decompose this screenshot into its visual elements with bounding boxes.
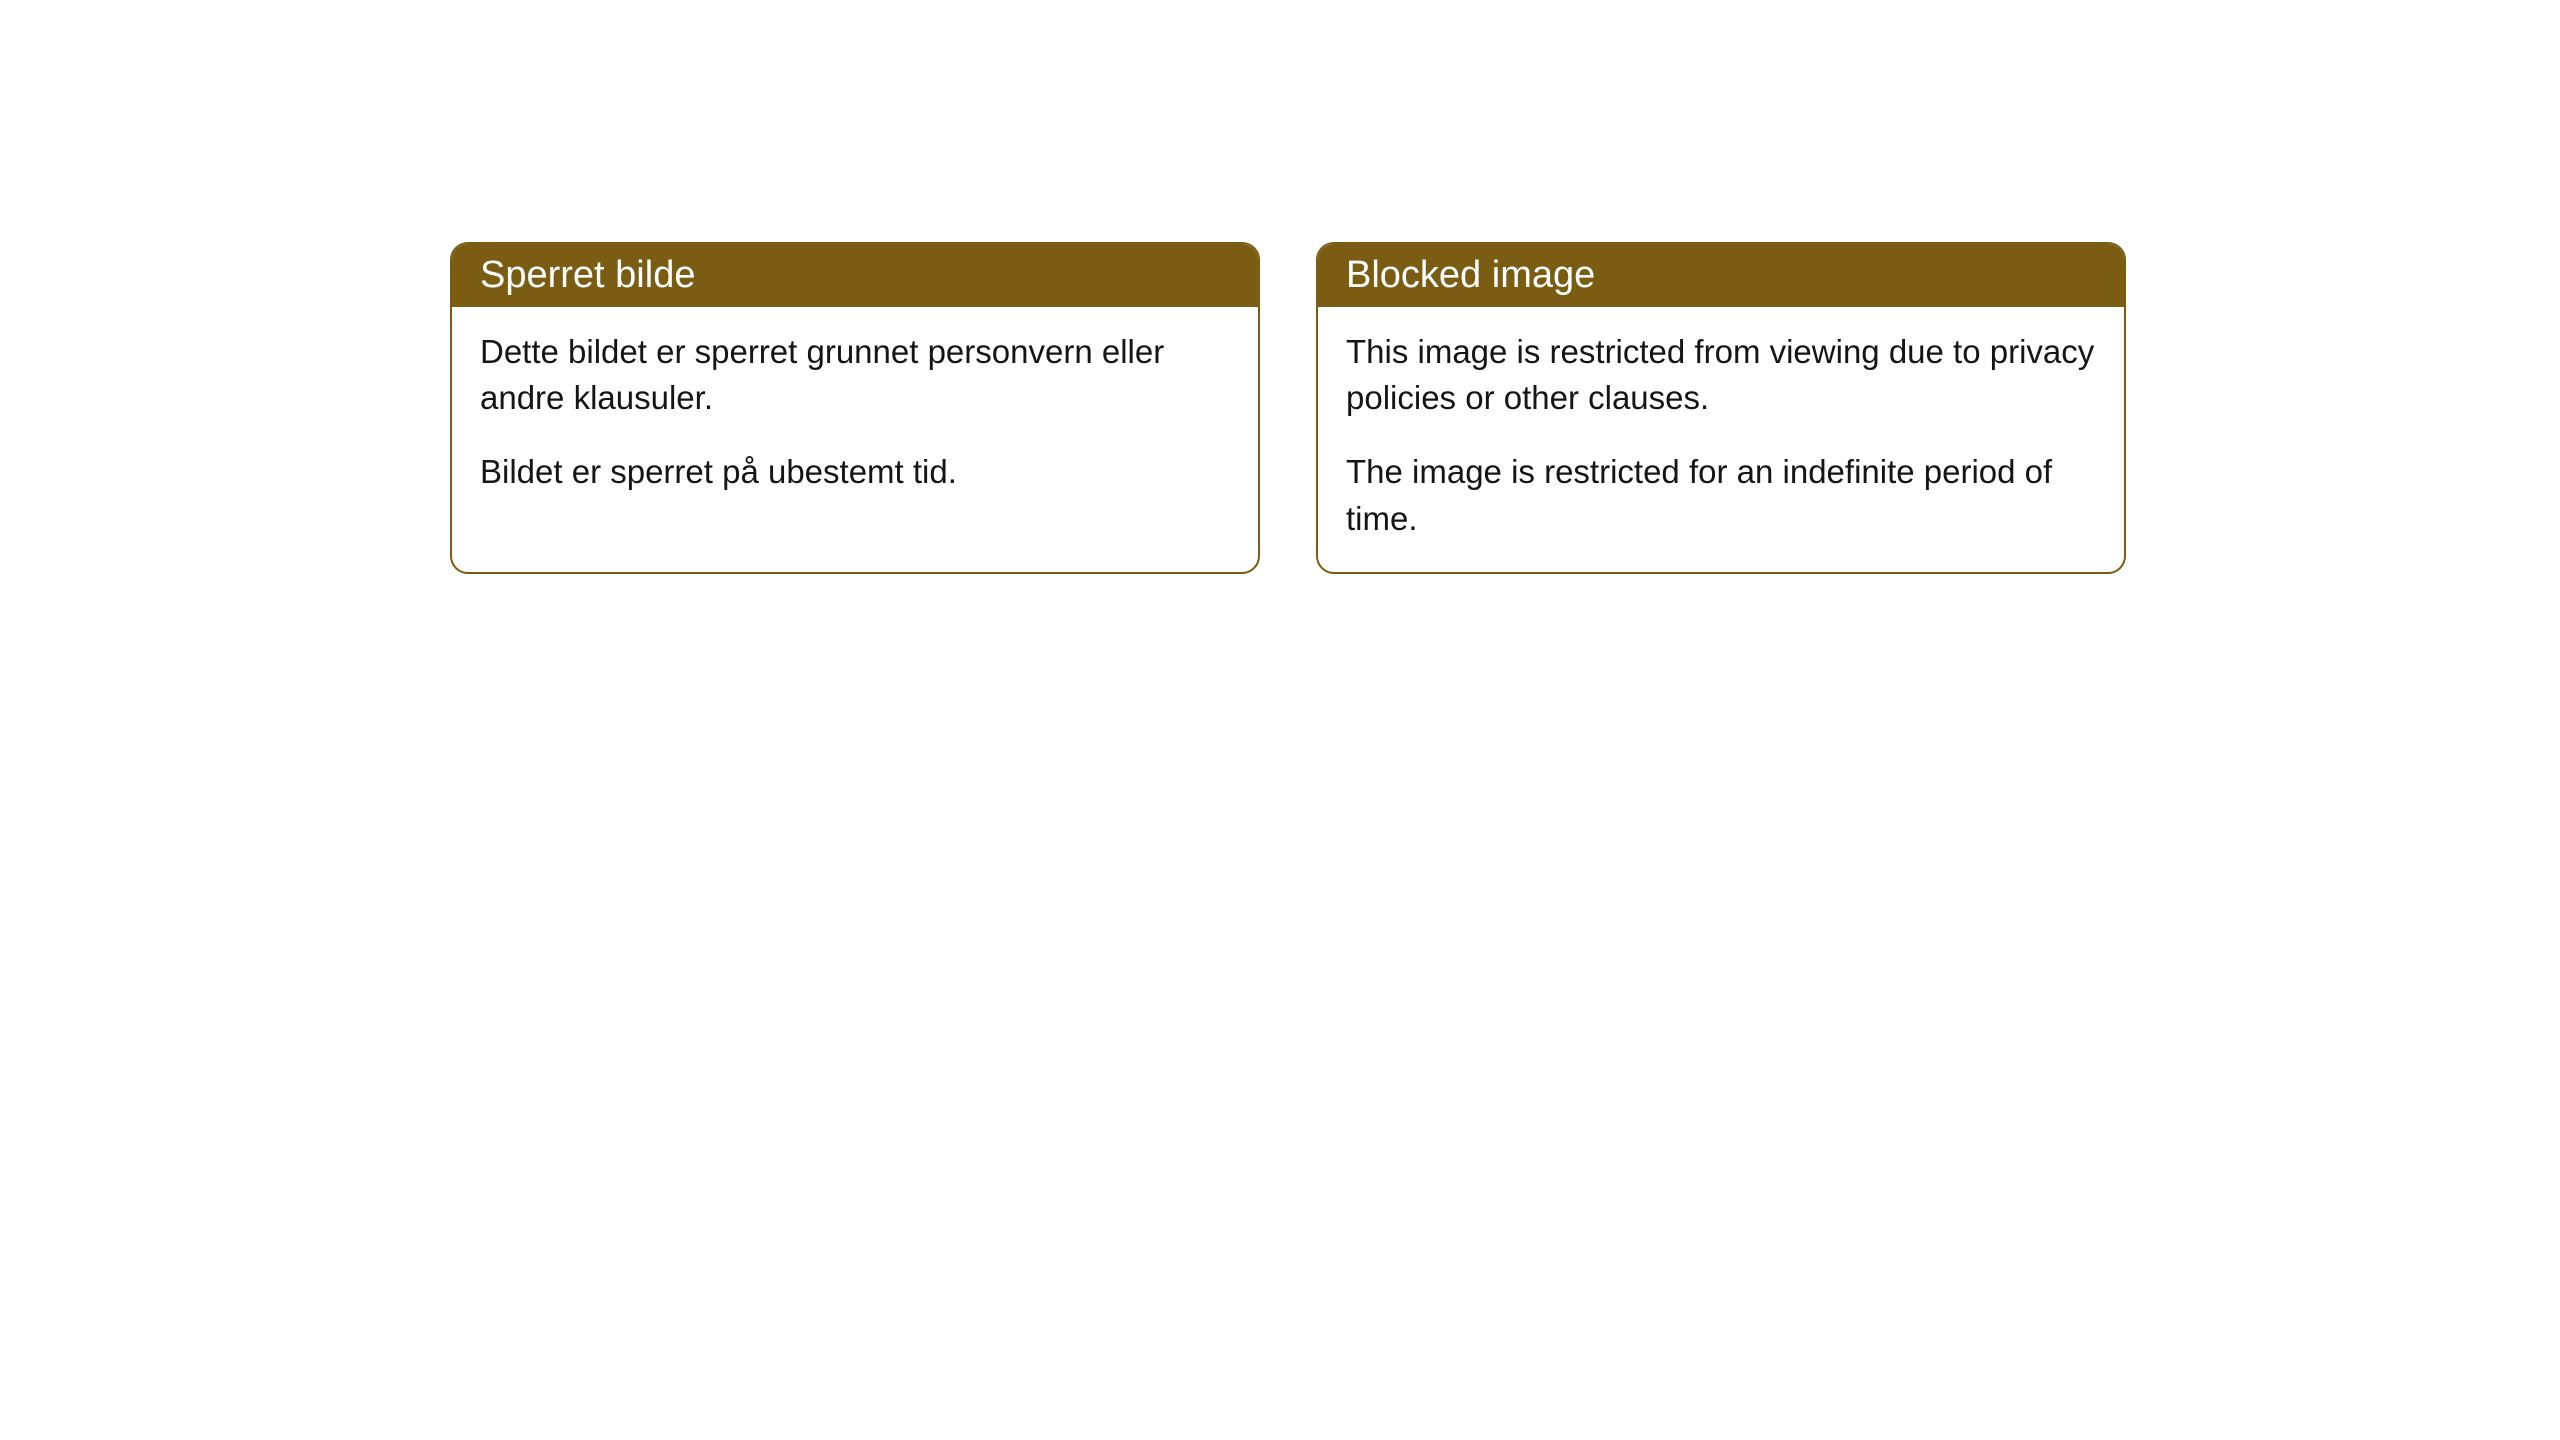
notice-body-english: This image is restricted from viewing du… (1318, 307, 2124, 572)
notice-text-line2: The image is restricted for an indefinit… (1346, 449, 2096, 541)
notice-title: Blocked image (1346, 254, 1595, 296)
notice-card-norwegian: Sperret bilde Dette bildet er sperret gr… (450, 242, 1260, 574)
notice-text-line2: Bildet er sperret på ubestemt tid. (480, 449, 1230, 495)
notice-text-line1: Dette bildet er sperret grunnet personve… (480, 329, 1230, 421)
notice-header-english: Blocked image (1318, 244, 2124, 307)
notice-body-norwegian: Dette bildet er sperret grunnet personve… (452, 307, 1258, 526)
notice-header-norwegian: Sperret bilde (452, 244, 1258, 307)
notice-cards-container: Sperret bilde Dette bildet er sperret gr… (450, 242, 2126, 574)
notice-text-line1: This image is restricted from viewing du… (1346, 329, 2096, 421)
notice-title: Sperret bilde (480, 254, 695, 296)
notice-card-english: Blocked image This image is restricted f… (1316, 242, 2126, 574)
